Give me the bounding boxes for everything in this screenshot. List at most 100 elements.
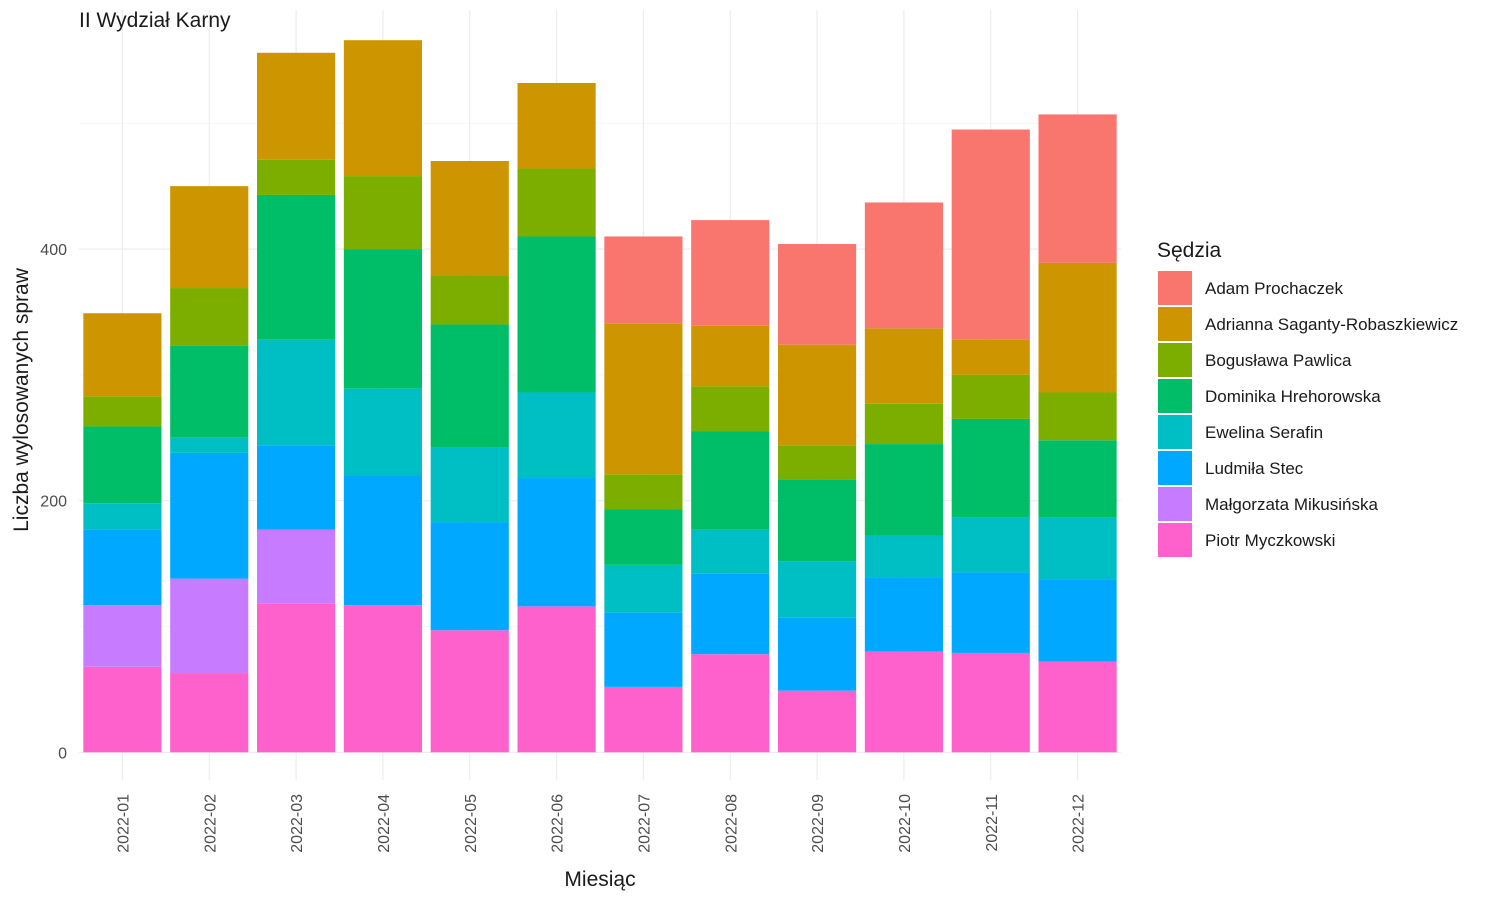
bar-segment xyxy=(778,617,857,691)
y-axis-title: Liczba wylosowanych spraw xyxy=(10,267,33,532)
bar-segment xyxy=(430,522,509,631)
bar-segment xyxy=(778,445,857,480)
bar-segment xyxy=(951,339,1030,375)
legend-swatch xyxy=(1158,415,1192,449)
x-tick-label: 2022-02 xyxy=(202,794,219,853)
chart-title: II Wydział Karny xyxy=(79,9,231,32)
bar-segment xyxy=(951,374,1030,419)
y-tick-label: 0 xyxy=(58,745,67,762)
bar-segment xyxy=(257,445,336,530)
bar-segment xyxy=(170,288,249,346)
legend-swatch xyxy=(1158,487,1192,521)
legend-label: Małgorzata Mikusińska xyxy=(1205,495,1378,514)
x-tick-label: 2022-08 xyxy=(723,794,740,853)
bar-segment xyxy=(83,396,162,427)
bar-segment xyxy=(864,403,943,445)
legend-swatch xyxy=(1158,307,1192,341)
bar-segment xyxy=(604,686,683,753)
x-tick-label: 2022-05 xyxy=(463,794,480,853)
bar-segment xyxy=(170,437,249,453)
bar-segment xyxy=(343,40,422,177)
legend: Sędzia Adam Prochaczek Adrianna Saganty-R… xyxy=(1157,239,1458,557)
bar-segment xyxy=(691,529,770,574)
bar-segment xyxy=(430,275,509,325)
legend-swatch xyxy=(1158,343,1192,377)
bar-segment xyxy=(951,517,1030,573)
bar-segment xyxy=(83,313,162,397)
bar-segment xyxy=(83,529,162,606)
bar-segment xyxy=(517,168,596,237)
y-tick-label: 400 xyxy=(40,242,67,259)
bar-segment xyxy=(1038,661,1117,753)
bar-segment xyxy=(83,605,162,667)
bar-segment xyxy=(1038,114,1117,263)
bar-segment xyxy=(517,392,596,479)
legend-label: Dominika Hrehorowska xyxy=(1205,387,1381,406)
bar-segment xyxy=(343,475,422,606)
bar-segment xyxy=(170,345,249,438)
bar-segment xyxy=(1038,517,1117,580)
bar-segment xyxy=(1038,392,1117,441)
bar-segment xyxy=(343,176,422,250)
bar-segment xyxy=(604,236,683,324)
x-tick-label: 2022-10 xyxy=(897,794,914,853)
bar-segment xyxy=(864,577,943,652)
bar-segment xyxy=(517,82,596,169)
legend-title: Sędzia xyxy=(1157,239,1222,262)
bar-segment xyxy=(778,561,857,618)
bar-segment xyxy=(951,652,1030,753)
x-tick-label: 2022-07 xyxy=(636,794,653,853)
bar-segment xyxy=(170,673,249,753)
bar-segment xyxy=(604,509,683,565)
legend-label: Ludmiła Stec xyxy=(1205,459,1304,478)
bar-segment xyxy=(1038,579,1117,662)
legend-label: Adam Prochaczek xyxy=(1205,279,1343,298)
x-tick-label: 2022-12 xyxy=(1071,794,1088,853)
bar-segment xyxy=(257,52,336,160)
bar-segment xyxy=(691,654,770,753)
bar-segment xyxy=(778,244,857,345)
x-axis-ticks: 2022-01 2022-02 2022-03 2022-04 2022-05 2022-… xyxy=(115,794,1087,853)
x-tick-label: 2022-03 xyxy=(289,794,306,853)
bar-segment xyxy=(430,324,509,448)
bar-segment xyxy=(864,202,943,329)
bar-segment xyxy=(257,529,336,604)
x-tick-label: 2022-11 xyxy=(984,794,1001,852)
bar-segment xyxy=(83,503,162,530)
bar-segment xyxy=(864,328,943,404)
bar-segment xyxy=(430,630,509,753)
bar-segment xyxy=(864,444,943,536)
bar-segment xyxy=(257,339,336,446)
bar-segment xyxy=(778,690,857,753)
bar-segment xyxy=(778,344,857,446)
x-axis-title: Miesiąc xyxy=(564,868,635,891)
bar-segment xyxy=(83,666,162,753)
legend-swatch xyxy=(1158,523,1192,557)
legend-label: Ewelina Serafin xyxy=(1205,423,1323,442)
legend-swatch xyxy=(1158,379,1192,413)
bar-segment xyxy=(604,564,683,613)
legend-label: Bogusława Pawlica xyxy=(1205,351,1352,370)
bar-segment xyxy=(343,249,422,389)
bar-segment xyxy=(691,573,770,655)
bar-segment xyxy=(691,431,770,530)
bar-segment xyxy=(343,388,422,476)
bar-segment xyxy=(343,605,422,753)
bar-segment xyxy=(257,194,336,340)
bar-segment xyxy=(604,323,683,475)
bars xyxy=(83,40,1117,753)
bar-segment xyxy=(430,447,509,523)
bar-segment xyxy=(257,603,336,753)
bar-segment xyxy=(778,479,857,562)
bar-segment xyxy=(517,606,596,753)
y-tick-label: 200 xyxy=(40,494,67,511)
bar-segment xyxy=(951,418,1030,518)
legend-label: Adrianna Saganty-Robaszkiewicz xyxy=(1205,315,1458,334)
bar-segment xyxy=(257,159,336,195)
x-tick-label: 2022-01 xyxy=(115,794,132,853)
bar-segment xyxy=(1038,440,1117,518)
bar-segment xyxy=(604,612,683,687)
bar-segment xyxy=(517,478,596,607)
bar-segment xyxy=(604,474,683,510)
